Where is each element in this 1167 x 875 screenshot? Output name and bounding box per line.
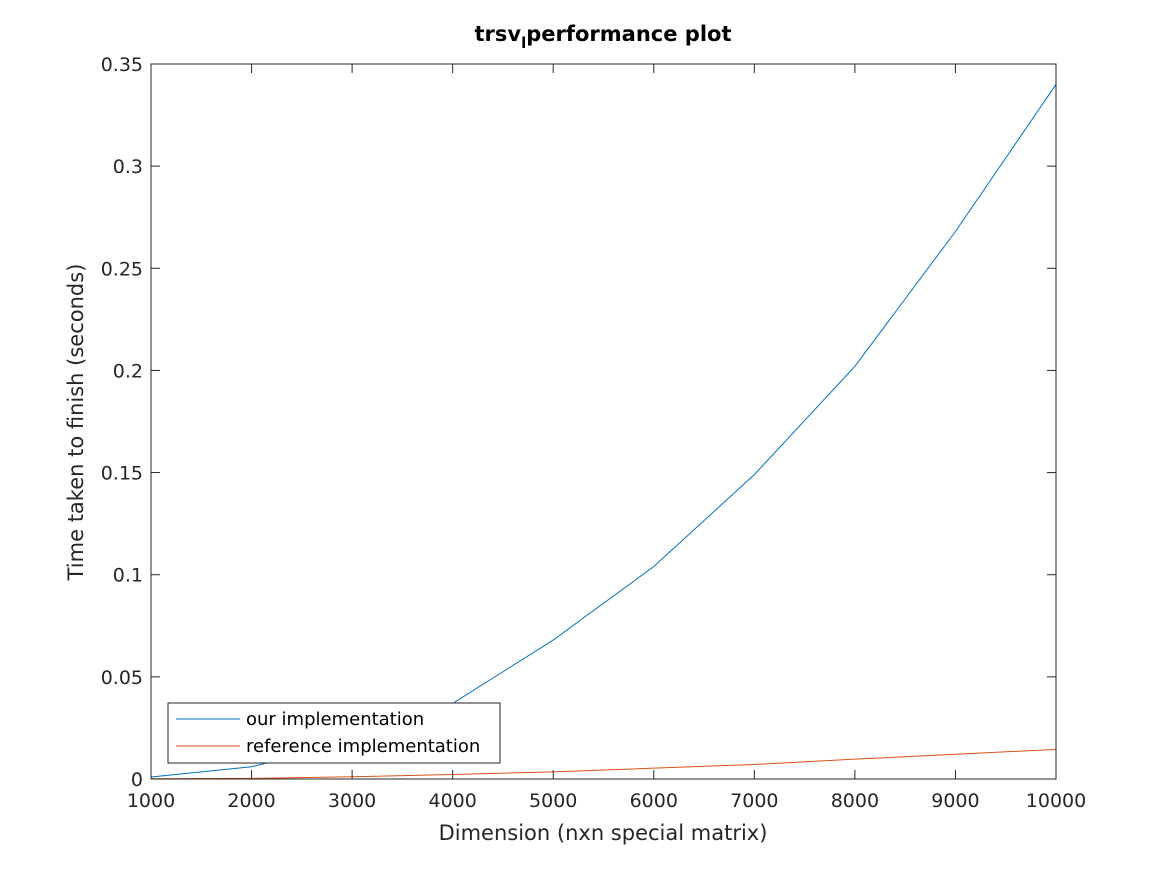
y-tick-label: 0.15 bbox=[101, 463, 143, 485]
x-tick-label: 10000 bbox=[1026, 790, 1086, 812]
legend-label-reference-implementation: reference implementation bbox=[246, 736, 480, 757]
y-tick-label: 0 bbox=[131, 769, 143, 791]
chart-title-rest: performance plot bbox=[526, 22, 731, 46]
x-tick-label: 5000 bbox=[529, 790, 577, 812]
y-tick-label: 0.3 bbox=[113, 156, 143, 178]
x-axis-label: Dimension (nxn special matrix) bbox=[439, 821, 768, 845]
x-tick-label: 4000 bbox=[428, 790, 476, 812]
x-tick-label: 3000 bbox=[328, 790, 376, 812]
y-tick-label: 0.35 bbox=[101, 54, 143, 76]
x-tick-label: 9000 bbox=[931, 790, 979, 812]
x-tick-label: 7000 bbox=[730, 790, 778, 812]
legend-box bbox=[167, 702, 501, 764]
axes-box bbox=[150, 63, 1057, 780]
y-tick-label: 0.05 bbox=[101, 667, 143, 689]
x-tick-label: 2000 bbox=[227, 790, 275, 812]
x-tick-label: 8000 bbox=[831, 790, 879, 812]
y-tick-label: 0.2 bbox=[113, 360, 143, 382]
legend: our implementation reference implementat… bbox=[167, 702, 501, 764]
x-tick-label: 6000 bbox=[630, 790, 678, 812]
y-tick-label: 0.1 bbox=[113, 565, 143, 587]
y-axis-label: Time taken to finish (seconds) bbox=[64, 264, 88, 582]
y-tick-label: 0.25 bbox=[101, 258, 143, 280]
chart-title-subscript: l bbox=[521, 34, 526, 52]
x-tick-label: 1000 bbox=[127, 790, 175, 812]
legend-label-our-implementation: our implementation bbox=[246, 709, 424, 730]
plot-background bbox=[151, 64, 1056, 779]
plot-area: 1000 2000 3000 4000 5000 6000 7000 8000 9000 1000… bbox=[101, 54, 1087, 812]
chart-title: trsvlperformance plot bbox=[474, 22, 731, 52]
chart-title-main: trsv bbox=[474, 22, 521, 46]
series-line-reference-implementation bbox=[150, 748, 1057, 780]
